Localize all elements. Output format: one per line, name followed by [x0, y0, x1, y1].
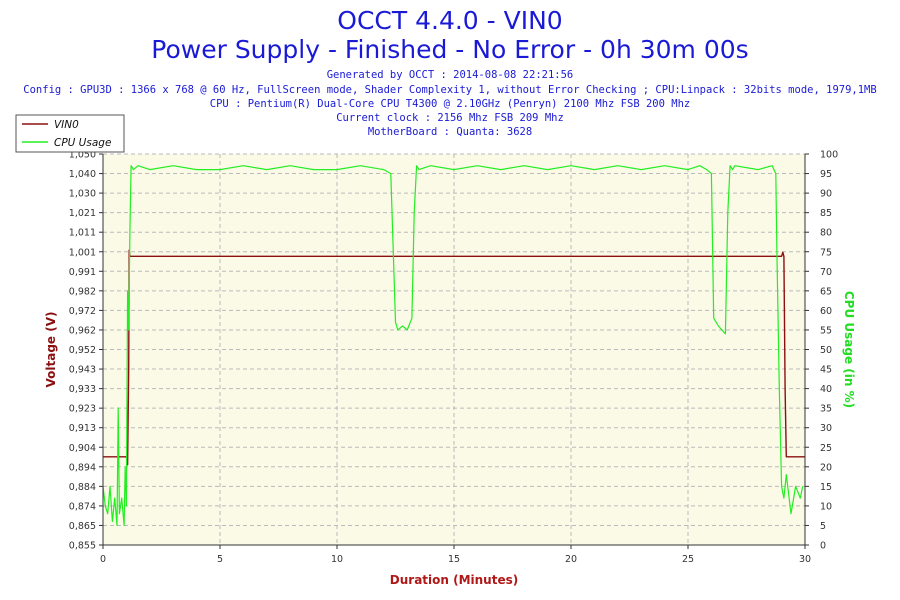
- y-right-tick-label: 25: [820, 443, 832, 454]
- config-info: Config : GPU3D : 1366 x 768 @ 60 Hz, Ful…: [23, 84, 877, 96]
- y-left-tick-label: 1,011: [69, 228, 96, 239]
- y-left-tick-label: 1,030: [69, 189, 96, 200]
- y-right-tick-label: 5: [820, 521, 826, 532]
- y-left-tick-label: 1,021: [69, 208, 96, 219]
- y-left-tick-label: 0,943: [69, 365, 96, 376]
- y-left-tick-label: 0,923: [69, 404, 96, 415]
- y-left-tick-label: 0,874: [69, 501, 96, 512]
- grid: [102, 153, 806, 546]
- y-right-tick-label: 95: [820, 169, 832, 180]
- y-right-tick-label: 100: [820, 150, 838, 161]
- y-right-tick-label: 10: [820, 501, 832, 512]
- y-right-tick-label: 90: [820, 189, 832, 200]
- axes: [99, 153, 809, 549]
- x-tick-label: 10: [331, 554, 343, 565]
- y-left-tick-label: 0,865: [69, 521, 96, 532]
- tick-labels: 0,855 0 0,865 5 0,874 10 0,884 15 0,894 20 0,904 25…: [69, 150, 838, 566]
- y-right-tick-label: 50: [820, 345, 832, 356]
- generated-info: Generated by OCCT : 2014-08-08 22:21:56: [326, 69, 574, 81]
- chart-subtitle: Power Supply - Finished - No Error - 0h …: [151, 35, 749, 64]
- x-tick-label: 5: [217, 554, 223, 565]
- y-right-tick-label: 70: [820, 267, 832, 278]
- y-right-tick-label: 60: [820, 306, 832, 317]
- y-right-tick-label: 30: [820, 423, 832, 434]
- y-right-tick-label: 65: [820, 286, 832, 297]
- y-left-tick-label: 0,913: [69, 423, 96, 434]
- y-right-tick-label: 75: [820, 247, 832, 258]
- y-left-tick-label: 1,040: [69, 169, 96, 180]
- legend: VIN0 CPU Usage: [15, 114, 125, 153]
- y-left-tick-label: 0,982: [69, 286, 96, 297]
- y-right-tick-label: 45: [820, 365, 832, 376]
- y-left-tick-label: 0,972: [69, 306, 96, 317]
- y-right-tick-label: 85: [820, 208, 832, 219]
- y-axis-left-label: Voltage (V): [44, 312, 58, 388]
- clock-info: Current clock : 2156 Mhz FSB 209 Mhz: [336, 112, 564, 124]
- chart-title: OCCT 4.4.0 - VIN0: [337, 6, 563, 35]
- y-right-tick-label: 80: [820, 228, 832, 239]
- y-left-tick-label: 0,952: [69, 345, 96, 356]
- y-right-tick-label: 0: [820, 541, 826, 552]
- y-left-tick-label: 0,962: [69, 325, 96, 336]
- motherboard-info: MotherBoard : Quanta: 3628: [367, 126, 533, 138]
- x-axis-label: Duration (Minutes): [390, 573, 518, 587]
- y-right-tick-label: 35: [820, 404, 832, 415]
- y-left-tick-label: 1,001: [69, 247, 96, 258]
- x-tick-label: 30: [799, 554, 811, 565]
- legend-box: [15, 114, 125, 153]
- y-right-tick-label: 40: [820, 384, 832, 395]
- x-tick-label: 0: [100, 554, 106, 565]
- y-left-tick-label: 0,894: [69, 462, 96, 473]
- y-left-tick-label: 0,991: [69, 267, 96, 278]
- x-tick-label: 20: [565, 554, 577, 565]
- series-line-vin0: [103, 249, 805, 466]
- y-right-tick-label: 20: [820, 462, 832, 473]
- series-line-cpu-usage: [102, 165, 804, 527]
- y-right-tick-label: 15: [820, 482, 832, 493]
- y-axis-right-label: CPU Usage (in %): [842, 291, 856, 408]
- y-left-tick-label: 0,855: [69, 541, 96, 552]
- y-left-tick-label: 0,933: [69, 384, 96, 395]
- x-tick-label: 15: [448, 554, 460, 565]
- y-left-tick-label: 1,050: [69, 150, 96, 161]
- y-left-tick-label: 0,884: [69, 482, 96, 493]
- y-left-tick-label: 0,904: [69, 443, 96, 454]
- legend-label-cpu-usage: CPU Usage: [54, 137, 111, 149]
- cpu-info: CPU : Pentium(R) Dual-Core CPU T4300 @ 2…: [209, 98, 691, 110]
- series-group: [102, 165, 805, 527]
- x-tick-label: 25: [682, 554, 694, 565]
- y-right-tick-label: 55: [820, 325, 832, 336]
- legend-label-vin0: VIN0: [54, 119, 79, 131]
